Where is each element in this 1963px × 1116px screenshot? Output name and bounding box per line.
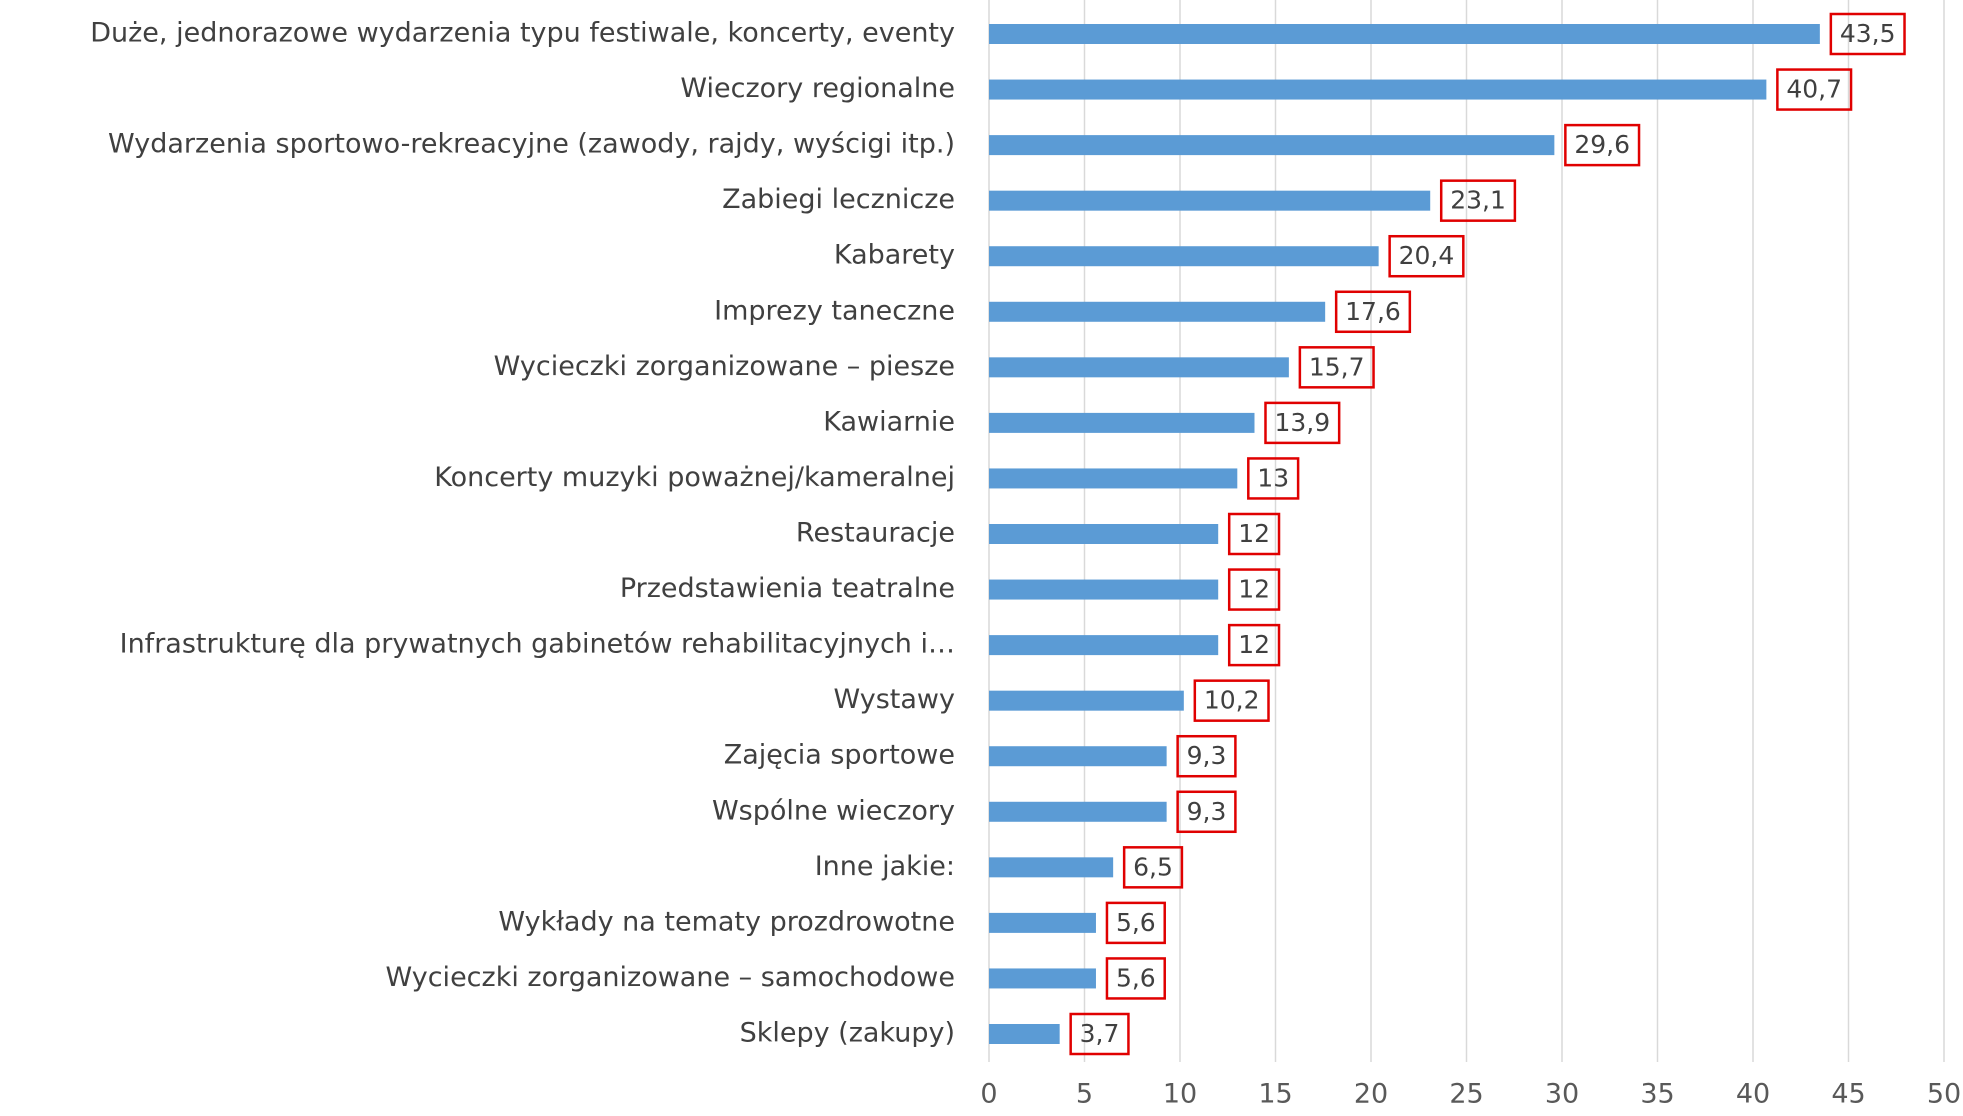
value-label-box [1388,234,1465,278]
category-label: Restauracje [796,518,955,549]
x-tick-label: 10 [1163,1079,1197,1110]
bar [989,801,1167,822]
x-tick-label: 5 [1076,1079,1093,1110]
value-label-box [1105,957,1166,1000]
bar [989,635,1219,656]
category-label: Zajęcia sportowe [724,740,955,771]
bar [989,746,1167,767]
value-label: 23,1 [1450,186,1506,215]
value-label-box [1776,68,1853,111]
value-label: 12 [1238,630,1270,659]
value-label-box [1105,901,1166,945]
value-label: 5,6 [1116,963,1156,992]
category-label: Imprezy taneczne [714,295,955,326]
category-label: Wycieczki zorganizowane – piesze [494,351,955,382]
x-tick-label: 20 [1354,1079,1388,1110]
bar [989,468,1238,489]
bar [989,579,1219,600]
bar [989,912,1096,933]
category-label: Wspólne wieczory [712,795,955,826]
bar [989,412,1255,433]
value-label-box [1227,568,1281,611]
bar [989,1024,1060,1044]
value-label: 9,3 [1187,741,1227,770]
x-tick-label: 50 [1927,1079,1961,1110]
bar [989,24,1820,44]
bar [989,190,1431,211]
x-tick-label: 30 [1545,1079,1579,1110]
category-label: Wykłady na tematy prozdrowotne [498,906,955,937]
x-tick-label: 35 [1640,1079,1674,1110]
value-label: 12 [1238,519,1270,548]
value-label: 20,4 [1399,241,1455,270]
category-label: Przedstawienia teatralne [620,573,955,604]
value-label: 13 [1257,463,1289,492]
category-label: Zabiegi lecznicze [722,184,955,215]
value-label: 40,7 [1786,75,1842,104]
value-label-box [1264,401,1341,445]
value-label-box [1334,290,1412,334]
bar [989,79,1767,100]
bar [989,301,1326,322]
value-label: 6,5 [1133,852,1173,881]
bar [989,246,1379,267]
value-label: 29,6 [1574,130,1630,159]
value-label: 17,6 [1345,297,1401,326]
bar [989,690,1184,711]
value-label-box [1298,346,1375,389]
value-label-box [1829,12,1906,56]
value-label-box [1122,846,1184,889]
x-tick-label: 40 [1736,1079,1770,1110]
bar [989,857,1114,878]
value-label: 9,3 [1187,797,1227,826]
bar [989,357,1289,378]
category-label: Kabarety [834,240,955,271]
category-label: Inne jakie: [815,851,955,882]
value-label: 13,9 [1274,408,1330,437]
value-label: 15,7 [1309,352,1365,381]
category-label: Wycieczki zorganizowane – samochodowe [386,962,955,993]
value-label-box [1247,457,1300,500]
category-label: Duże, jednorazowe wydarzenia typu festiw… [90,18,955,49]
x-tick-label: 25 [1449,1079,1483,1110]
category-label: Wystawy [834,684,955,715]
value-label-box [1439,179,1517,222]
value-label-box [1564,123,1641,167]
category-label: Kawiarnie [823,406,955,437]
value-label: 12 [1238,575,1270,604]
value-label-box [1227,623,1281,667]
category-label: Koncerty muzyki poważnej/kameralnej [434,462,955,493]
value-label: 10,2 [1204,686,1260,715]
value-label: 5,6 [1116,908,1156,937]
x-tick-label: 0 [980,1079,997,1110]
category-label: Sklepy (zakupy) [740,1018,955,1049]
bar [989,135,1555,156]
value-label-box [1176,734,1237,778]
bar [989,968,1096,989]
x-tick-label: 15 [1258,1079,1292,1110]
x-tick-label: 45 [1831,1079,1865,1110]
value-label-box [1193,679,1270,722]
category-label: Infrastrukturę dla prywatnych gabinetów … [120,629,955,660]
value-label-box [1176,790,1237,834]
value-label-box [1227,512,1281,556]
category-label: Wydarzenia sportowo-rekreacyjne (zawody,… [108,129,955,160]
value-label-box [1069,1012,1130,1056]
value-label: 3,7 [1080,1019,1120,1048]
category-label: Wieczory regionalne [680,73,955,104]
value-label: 43,5 [1840,19,1896,48]
bar [989,524,1219,544]
